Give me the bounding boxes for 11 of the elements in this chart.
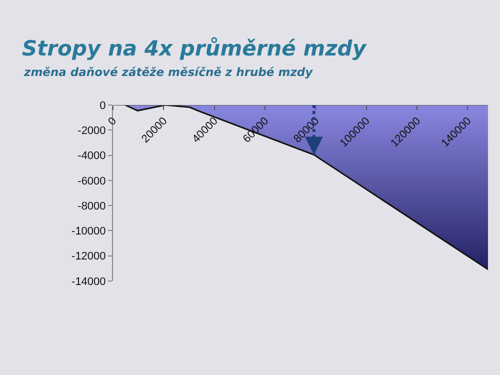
y-tick-label: -12000: [72, 250, 106, 263]
x-tick-label: 0: [106, 115, 120, 128]
y-tick-label: -6000: [78, 175, 106, 188]
chart-title: Stropy na 4x průměrné mzdy: [22, 36, 368, 60]
y-tick-label: -14000: [72, 276, 106, 288]
y-tick-label: -2000: [78, 124, 106, 137]
y-tick-label: -8000: [78, 200, 106, 212]
y-tick-label: -4000: [78, 150, 106, 162]
y-tick-label: 0: [100, 100, 106, 112]
y-tick-label: -10000: [72, 226, 106, 238]
chart-subtitle: změna daňové zátěže měsíčně z hrubé mzdy: [23, 65, 314, 79]
